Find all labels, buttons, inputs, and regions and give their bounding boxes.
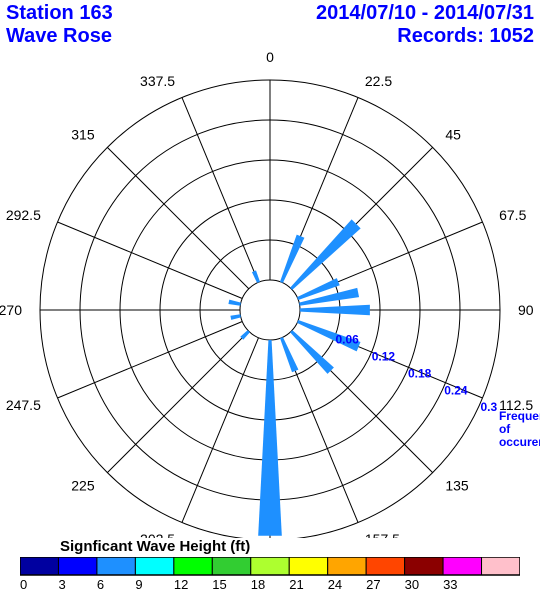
- colorbar-area: Signficant Wave Height (ft) 0 3 6 9 12 15 18 21…: [0, 538, 540, 595]
- svg-text:21: 21: [289, 577, 303, 591]
- wave-rose-chart: 022.54567.590112.5135157.5180202.5225247…: [0, 48, 540, 538]
- date-range-label: 2014/07/10 - 2014/07/31: [316, 2, 534, 25]
- svg-text:6: 6: [97, 577, 104, 591]
- svg-text:337.5: 337.5: [140, 73, 175, 89]
- svg-text:247.5: 247.5: [6, 397, 41, 413]
- subtitle-label: Wave Rose: [6, 25, 113, 48]
- svg-text:24: 24: [328, 577, 342, 591]
- title-right-block: 2014/07/10 - 2014/07/31 Records: 1052: [316, 2, 534, 48]
- svg-text:Frequency: Frequency: [499, 409, 540, 423]
- title-left-block: Station 163 Wave Rose: [6, 2, 113, 48]
- svg-text:0.3: 0.3: [480, 400, 497, 414]
- svg-text:12: 12: [174, 577, 188, 591]
- rose-container: 022.54567.590112.5135157.5180202.5225247…: [0, 48, 540, 538]
- svg-text:22.5: 22.5: [365, 73, 392, 89]
- svg-text:0.24: 0.24: [444, 383, 468, 397]
- svg-text:67.5: 67.5: [499, 207, 526, 223]
- svg-text:270: 270: [0, 302, 22, 318]
- svg-text:15: 15: [212, 577, 226, 591]
- svg-text:18: 18: [251, 577, 265, 591]
- svg-text:315: 315: [71, 127, 95, 143]
- svg-text:0.06: 0.06: [335, 333, 359, 347]
- records-label: Records: 1052: [316, 25, 534, 48]
- svg-text:0: 0: [20, 577, 27, 591]
- svg-text:202.5: 202.5: [140, 531, 175, 538]
- svg-text:9: 9: [135, 577, 142, 591]
- svg-text:0.18: 0.18: [408, 366, 432, 380]
- svg-text:27: 27: [366, 577, 380, 591]
- svg-text:225: 225: [71, 477, 95, 493]
- svg-text:0: 0: [266, 49, 274, 65]
- station-label: Station 163: [6, 2, 113, 25]
- colorbar-title: Signficant Wave Height (ft): [60, 538, 520, 555]
- svg-text:33: 33: [443, 577, 457, 591]
- svg-text:90: 90: [518, 302, 534, 318]
- header: Station 163 Wave Rose 2014/07/10 - 2014/…: [0, 0, 540, 48]
- svg-text:3: 3: [58, 577, 65, 591]
- svg-text:45: 45: [445, 127, 461, 143]
- colorbar: 0 3 6 9 12 15 18 21 24 27 30 33: [20, 557, 520, 591]
- svg-text:0.12: 0.12: [372, 349, 396, 363]
- svg-text:157.5: 157.5: [365, 531, 400, 538]
- svg-text:30: 30: [405, 577, 419, 591]
- svg-text:135: 135: [445, 477, 469, 493]
- svg-text:292.5: 292.5: [6, 207, 41, 223]
- svg-text:of: of: [499, 422, 511, 436]
- svg-text:occurence: occurence: [499, 435, 540, 449]
